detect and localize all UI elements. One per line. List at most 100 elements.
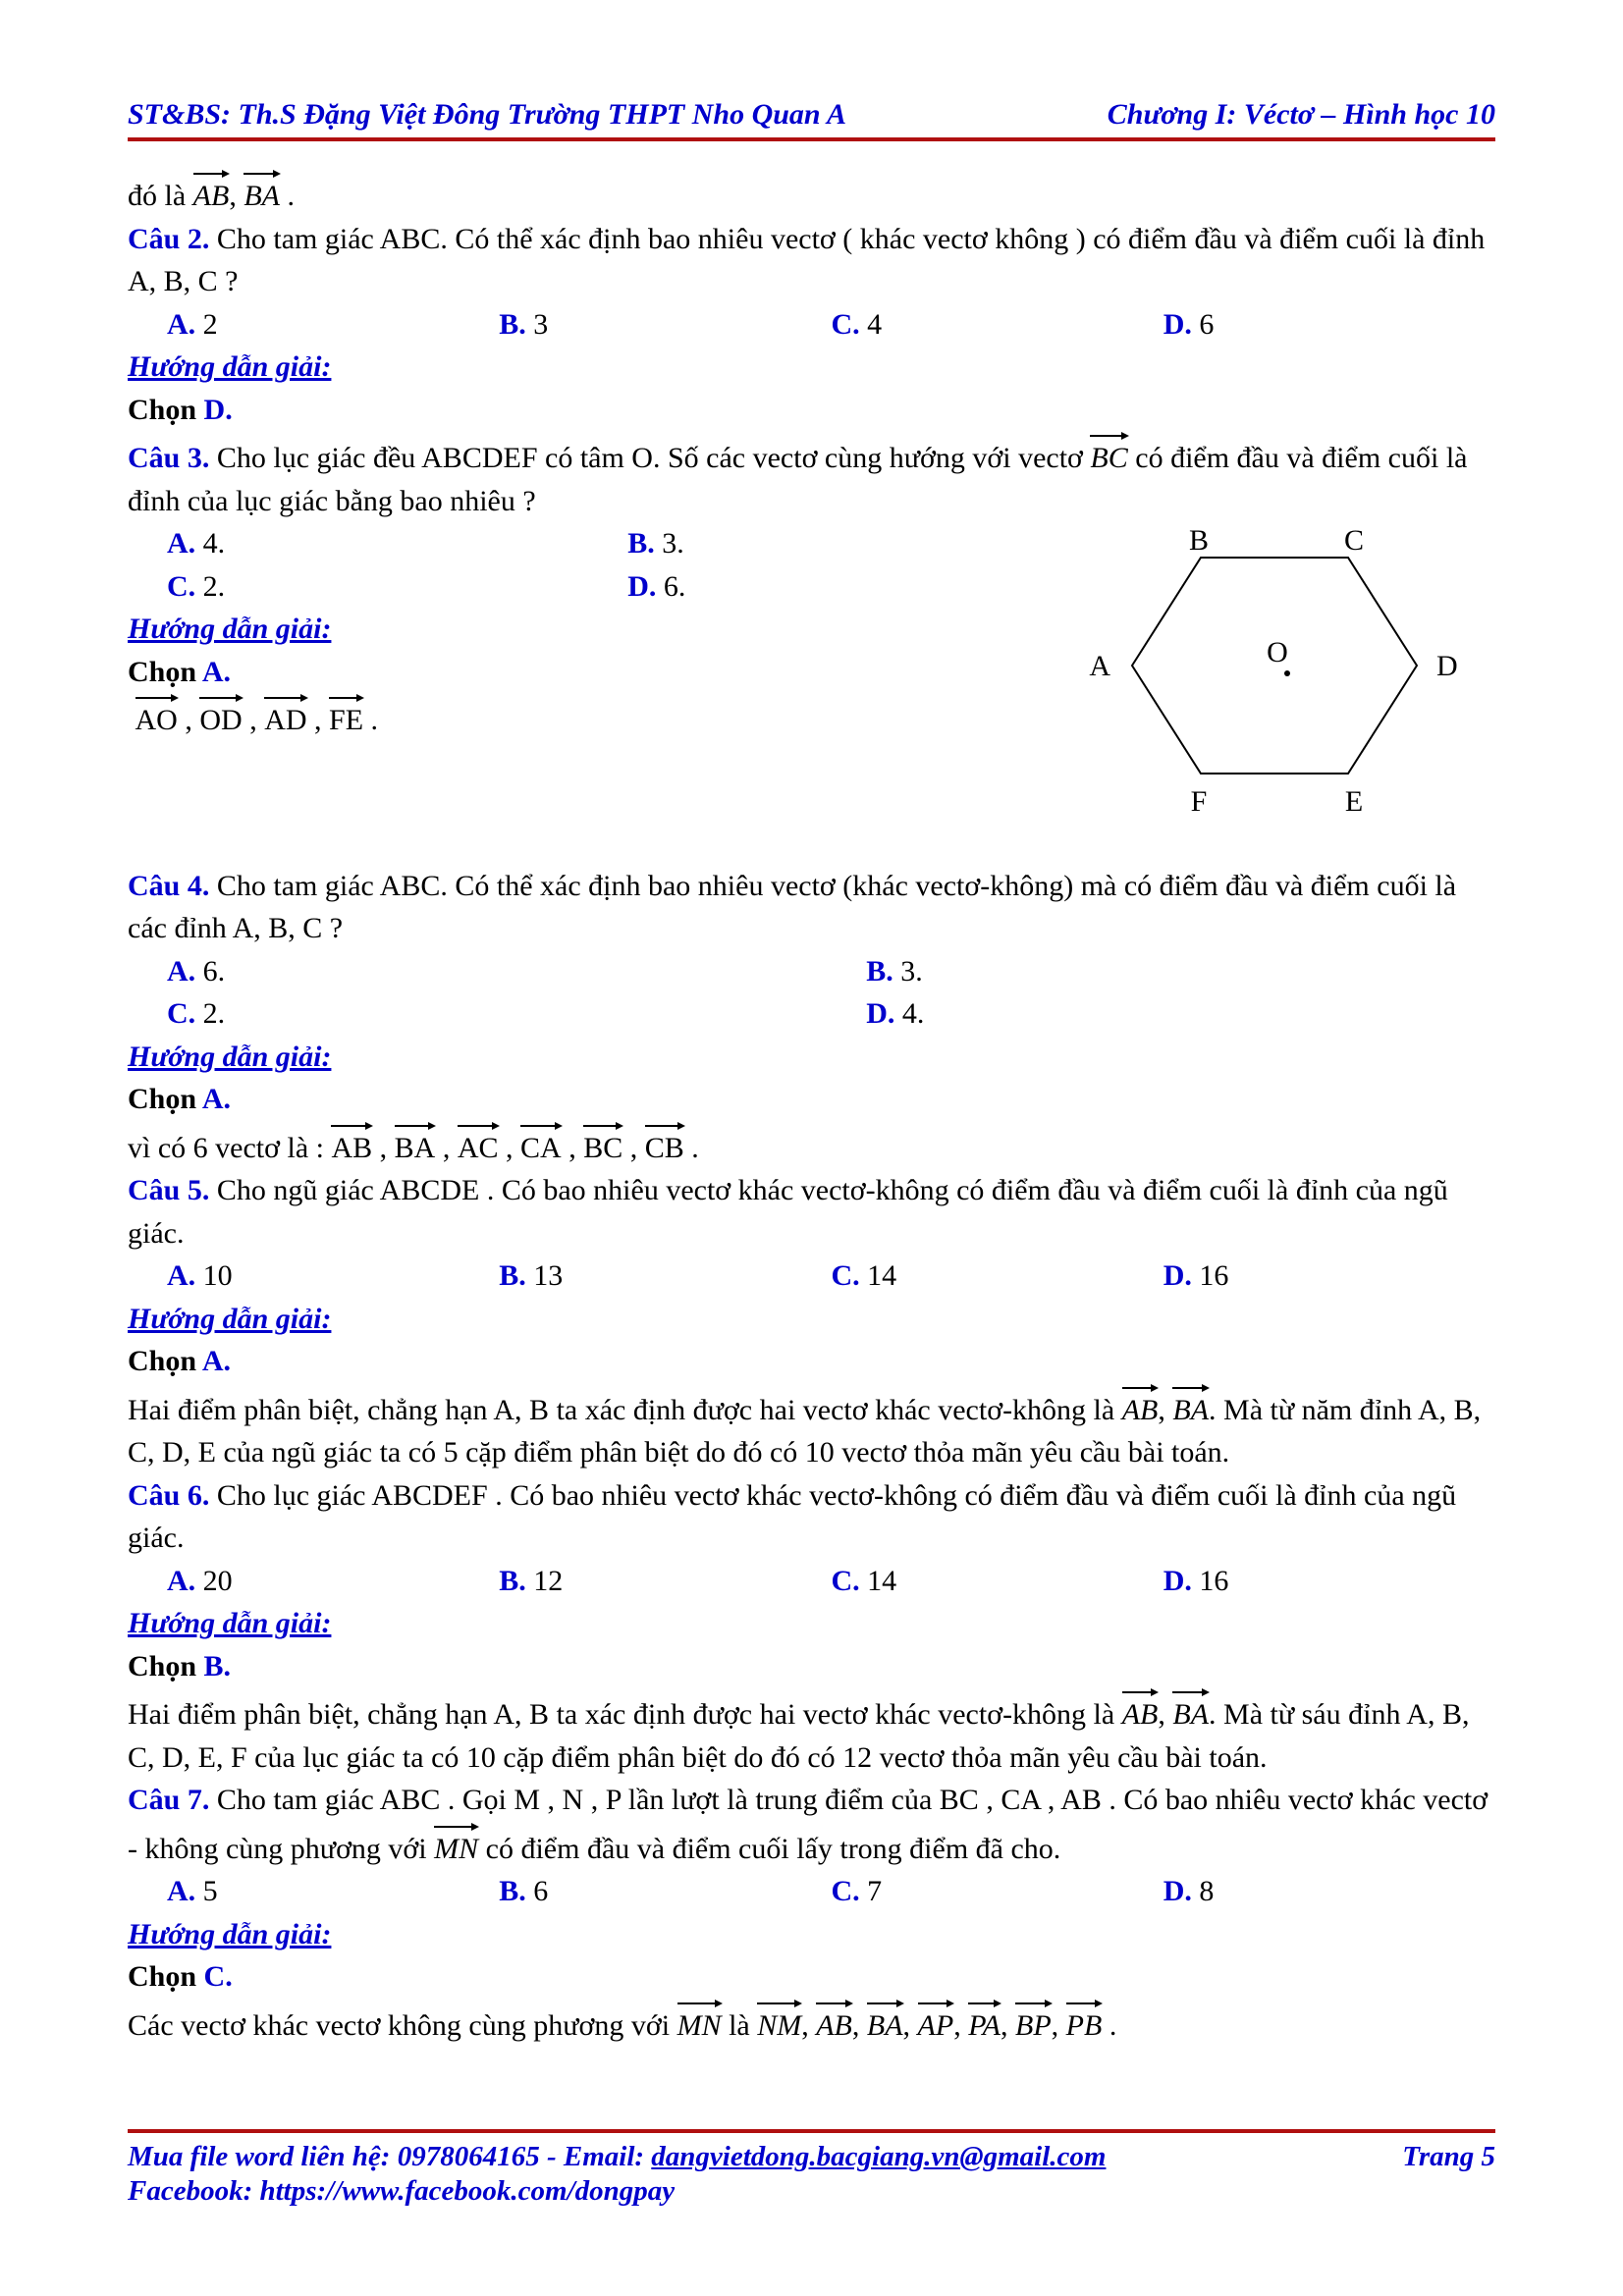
vector: CB (645, 1121, 684, 1170)
vector: OD (199, 693, 242, 742)
q5-options: A. 10 B. 13 C. 14 D. 16 (128, 1255, 1495, 1298)
question-text: Cho ngũ giác ABCDE . Có bao nhiêu vectơ … (128, 1174, 1448, 1250)
solution-label: Hướng dẫn giải: (128, 1298, 1495, 1341)
text: . (287, 180, 295, 212)
vector: BC (583, 1121, 622, 1170)
option-C: C. 14 (832, 1560, 1163, 1603)
question-text: Cho tam giác ABC. Có thể xác định bao nh… (128, 870, 1456, 945)
label-D: D (1436, 650, 1458, 682)
vector: NM (757, 1999, 801, 2048)
hexagon-svg: A B C D E F O (1083, 528, 1476, 823)
center-dot (1284, 670, 1290, 676)
vector: AB (816, 1999, 852, 2048)
vector: BA (1172, 1383, 1209, 1432)
page-footer: Mua file word liên hệ: 0978064165 - Emai… (128, 2129, 1495, 2208)
spacer (128, 845, 1495, 865)
vector: MN (677, 1999, 722, 2048)
solution-label: Hướng dẫn giải: (128, 346, 1495, 389)
option-B: B. 6 (499, 1870, 831, 1913)
footer-rule (128, 2129, 1495, 2133)
question-text: có điểm đầu và điểm cuối lấy trong điểm … (486, 1833, 1061, 1865)
question-label: Câu 2. (128, 223, 209, 255)
question-text: Cho tam giác ABC. Có thể xác định bao nh… (128, 223, 1485, 298)
vector: AB (331, 1121, 372, 1170)
label-A: A (1089, 650, 1110, 682)
solution-label: Hướng dẫn giải: (128, 1913, 1495, 1956)
option-C: C. 7 (832, 1870, 1163, 1913)
q5-explanation: Hai điểm phân biệt, chẳng hạn A, B ta xá… (128, 1383, 1495, 1474)
footer-email: dangvietdong.bacgiang.vn@gmail.com (651, 2141, 1106, 2172)
vector: AB (1122, 1383, 1159, 1432)
label-E: E (1345, 785, 1363, 818)
label-F: F (1191, 785, 1208, 818)
footer-contact: Mua file word liên hệ: 0978064165 - Emai… (128, 2141, 1106, 2173)
intro-line: đó là AB, BA . (128, 169, 1495, 218)
vector-MN: MN (434, 1822, 478, 1871)
header-chapter: Chương I: Véctơ – Hình học 10 (1108, 98, 1495, 132)
vector: PB (1066, 1999, 1103, 2048)
solution-label: Hướng dẫn giải: (128, 1602, 1495, 1645)
vector: BP (1015, 1999, 1052, 2048)
option-C: C. 2. (128, 565, 627, 609)
question-text: Cho lục giác đều ABCDEF có tâm O. Số các… (209, 442, 1090, 474)
question-label: Câu 6. (128, 1479, 209, 1512)
header-rule (128, 137, 1495, 141)
question-5: Câu 5. Cho ngũ giác ABCDE . Có bao nhiêu… (128, 1169, 1495, 1255)
text: đó là (128, 180, 193, 212)
label-C: C (1344, 528, 1364, 557)
vector-BA: BA (243, 169, 280, 218)
answer-line: Chọn C. (128, 1955, 1495, 1999)
option-A: A. 10 (167, 1255, 499, 1298)
page: ST&BS: Th.S Đặng Việt Đông Trường THPT N… (0, 0, 1623, 2296)
solution-label: Hướng dẫn giải: (128, 1036, 1495, 1079)
answer-line: Chọn D. (128, 389, 1495, 432)
page-number: Trang 5 (1402, 2141, 1495, 2173)
question-2: Câu 2. Cho tam giác ABC. Có thể xác định… (128, 218, 1495, 303)
document-body: đó là AB, BA . Câu 2. Cho tam giác ABC. … (128, 169, 1495, 2047)
question-label: Câu 7. (128, 1784, 209, 1816)
question-3: Câu 3. Cho lục giác đều ABCDEF có tâm O.… (128, 431, 1495, 522)
question-6: Câu 6. Cho lục giác ABCDEF . Có bao nhiê… (128, 1474, 1495, 1560)
vector: CA (520, 1121, 562, 1170)
footer-facebook: Facebook: https://www.facebook.com/dongp… (128, 2175, 1495, 2208)
vector: AD (264, 693, 306, 742)
q6-explanation: Hai điểm phân biệt, chẳng hạn A, B ta xá… (128, 1687, 1495, 1779)
q4-explanation: vì có 6 vectơ là : AB , BA , AC , CA , B… (128, 1121, 1495, 1170)
option-B: B. 13 (499, 1255, 831, 1298)
option-B: B. 12 (499, 1560, 831, 1603)
option-D: D. 4. (866, 992, 1495, 1036)
option-B: B. 3. (866, 950, 1495, 993)
option-A: A. 20 (167, 1560, 499, 1603)
option-B: B. 3 (499, 303, 831, 347)
question-label: Câu 5. (128, 1174, 209, 1206)
vector-BC: BC (1090, 431, 1127, 480)
question-7: Câu 7. Cho tam giác ABC . Gọi M , N , P … (128, 1779, 1495, 1870)
answer-line: Chọn B. (128, 1645, 1495, 1688)
answer-line: Chọn A. (128, 1078, 1495, 1121)
vector: BA (867, 1999, 903, 2048)
hexagon-figure: A B C D E F O (1083, 528, 1476, 835)
option-D: D. 16 (1163, 1560, 1495, 1603)
option-D: D. 6. (627, 565, 1054, 609)
option-C: C. 14 (832, 1255, 1163, 1298)
option-B: B. 3. (627, 522, 1054, 565)
q4-options-row1: A. 6. B. 3. (128, 950, 1495, 993)
vector: AP (918, 1999, 954, 2048)
q6-options: A. 20 B. 12 C. 14 D. 16 (128, 1560, 1495, 1603)
vector: AO (135, 693, 178, 742)
vector: AB (1122, 1687, 1159, 1736)
vector: AC (458, 1121, 499, 1170)
label-O: O (1267, 636, 1288, 668)
vector-AB: AB (193, 169, 230, 218)
vector: FE (329, 693, 363, 742)
question-label: Câu 3. (128, 442, 209, 474)
vector: BA (1172, 1687, 1209, 1736)
question-label: Câu 4. (128, 870, 209, 902)
q7-explanation: Các vectơ khác vectơ không cùng phương v… (128, 1999, 1495, 2048)
option-A: A. 5 (167, 1870, 499, 1913)
question-4: Câu 4. Cho tam giác ABC. Có thể xác định… (128, 865, 1495, 950)
option-A: A. 2 (167, 303, 499, 347)
question-text: Cho lục giác ABCDEF . Có bao nhiêu vectơ… (128, 1479, 1456, 1555)
vector: PA (968, 1999, 1001, 2048)
option-C: C. 4 (832, 303, 1163, 347)
